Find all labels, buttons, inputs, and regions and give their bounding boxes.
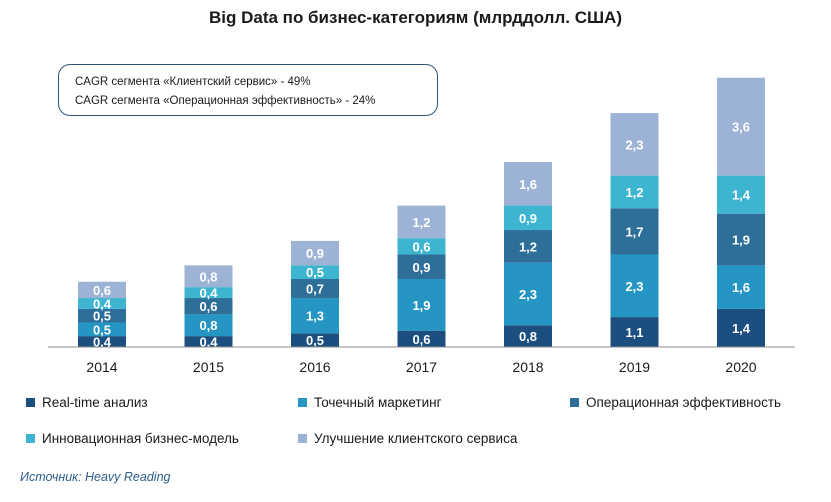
data-label: 1,6 bbox=[519, 177, 537, 192]
x-tick-label: 2017 bbox=[406, 359, 437, 375]
data-label: 0,6 bbox=[199, 299, 217, 314]
bar-segment bbox=[397, 205, 446, 239]
legend-swatch bbox=[26, 398, 35, 407]
legend-swatch bbox=[298, 434, 307, 443]
chart-title: Big Data по бизнес-категориям (млрддолл.… bbox=[209, 8, 622, 27]
cagr-annotation-box: CAGR сегмента «Клиентский сервис» - 49% … bbox=[58, 64, 438, 116]
x-tick-label: 2015 bbox=[193, 359, 224, 375]
legend-swatch bbox=[570, 398, 579, 407]
legend-item-targeted-marketing: Точечный маркетинг bbox=[298, 395, 442, 410]
data-label: 0,5 bbox=[93, 322, 111, 337]
bar-segment bbox=[717, 265, 765, 309]
data-label: 0,7 bbox=[306, 282, 324, 297]
data-label: 0,5 bbox=[93, 309, 111, 324]
bar-segment bbox=[717, 77, 765, 176]
data-label: 1,4 bbox=[732, 321, 751, 336]
bar-segment bbox=[717, 213, 765, 266]
bar-segment bbox=[78, 281, 126, 299]
bar-segment bbox=[184, 298, 233, 315]
bar-segment bbox=[291, 279, 339, 299]
data-label: 0,5 bbox=[306, 265, 324, 280]
legend-item-customer-service: Улучшение клиентского сервиса bbox=[298, 431, 517, 446]
data-label: 0,8 bbox=[199, 318, 217, 333]
data-label: 2,3 bbox=[519, 287, 537, 302]
cagr-line-operational-efficiency: CAGR сегмента «Операционная эффективност… bbox=[75, 95, 376, 107]
bar-segment bbox=[610, 113, 659, 176]
data-label: 0,8 bbox=[519, 329, 537, 344]
data-label: 0,9 bbox=[306, 246, 324, 261]
data-label: 1,7 bbox=[625, 224, 643, 239]
bar-segment bbox=[397, 279, 446, 331]
bar-segment bbox=[78, 322, 126, 337]
bar-segment bbox=[184, 336, 233, 347]
bar-segment bbox=[504, 230, 552, 263]
data-label: 0,6 bbox=[412, 239, 430, 254]
data-label: 0,4 bbox=[93, 335, 112, 350]
bar-segment bbox=[291, 333, 339, 347]
data-label: 0,8 bbox=[199, 269, 217, 284]
bar-segment bbox=[717, 308, 765, 347]
data-label: 0,4 bbox=[199, 286, 218, 301]
data-label: 1,2 bbox=[625, 185, 643, 200]
legend-swatch bbox=[26, 434, 35, 443]
data-label: 1,9 bbox=[412, 298, 430, 313]
bar-segment bbox=[184, 314, 233, 337]
legend-item-realtime: Real-time анализ bbox=[26, 395, 148, 410]
bar-segment bbox=[291, 240, 339, 266]
data-label: 3,6 bbox=[732, 120, 750, 135]
bar-segment bbox=[504, 325, 552, 347]
x-tick-label: 2014 bbox=[86, 359, 117, 375]
bar-segment bbox=[504, 162, 552, 206]
x-tick-label: 2019 bbox=[619, 359, 650, 375]
x-tick-label: 2020 bbox=[725, 359, 756, 375]
data-label: 0,9 bbox=[412, 260, 430, 275]
x-tick-label: 2016 bbox=[299, 359, 330, 375]
legend-label: Точечный маркетинг bbox=[314, 395, 442, 410]
legend-label: Операционная эффективность bbox=[586, 395, 782, 410]
legend-label: Улучшение клиентского сервиса bbox=[314, 431, 518, 446]
bar-segment bbox=[397, 254, 446, 279]
data-label: 2,3 bbox=[625, 279, 643, 294]
bar-segment bbox=[397, 238, 446, 255]
data-label: 0,6 bbox=[412, 332, 430, 347]
bar-segment bbox=[184, 287, 233, 299]
legend-item-operational-efficiency: Операционная эффективность bbox=[570, 395, 781, 410]
bar-segment bbox=[610, 254, 659, 318]
data-label: 1,2 bbox=[412, 215, 430, 230]
legend-label: Real-time анализ bbox=[42, 395, 148, 410]
bar-segment bbox=[504, 262, 552, 326]
bar-segment bbox=[717, 175, 765, 214]
data-label: 1,2 bbox=[519, 239, 537, 254]
data-label: 1,4 bbox=[732, 188, 751, 203]
source-note: Источник: Heavy Reading bbox=[20, 470, 171, 484]
x-tick-label: 2018 bbox=[512, 359, 543, 375]
legend-label: Инновационная бизнес-модель bbox=[42, 431, 239, 446]
stacked-bar-chart: 0,40,50,50,40,620140,40,80,60,40,820150,… bbox=[48, 77, 795, 375]
data-label: 0,4 bbox=[93, 296, 112, 311]
bar-segment bbox=[291, 298, 339, 334]
bar-segment bbox=[78, 298, 126, 309]
data-label: 2,3 bbox=[625, 137, 643, 152]
data-label: 0,4 bbox=[199, 335, 218, 350]
chart-legend: Real-time анализ Точечный маркетинг Опер… bbox=[0, 390, 831, 460]
data-label: 1,3 bbox=[306, 309, 324, 324]
data-label: 0,5 bbox=[306, 333, 324, 348]
data-label: 0,9 bbox=[519, 211, 537, 226]
bar-segment bbox=[78, 308, 126, 323]
bar-segment bbox=[397, 330, 446, 347]
legend-swatch bbox=[298, 398, 307, 407]
legend-item-innovative-business-model: Инновационная бизнес-модель bbox=[26, 431, 239, 446]
data-label: 1,9 bbox=[732, 233, 750, 248]
data-label: 1,6 bbox=[732, 280, 750, 295]
bar-segment bbox=[610, 208, 659, 255]
bar-segment bbox=[610, 175, 659, 209]
cagr-line-client-service: CAGR сегмента «Клиентский сервис» - 49% bbox=[75, 76, 311, 88]
data-label: 0,6 bbox=[93, 283, 111, 298]
data-label: 1,1 bbox=[625, 325, 643, 340]
bar-segment bbox=[291, 265, 339, 279]
bar-segment bbox=[610, 317, 659, 347]
bar-segment bbox=[78, 336, 126, 347]
bar-segment bbox=[504, 205, 552, 231]
bar-segment bbox=[184, 265, 233, 288]
